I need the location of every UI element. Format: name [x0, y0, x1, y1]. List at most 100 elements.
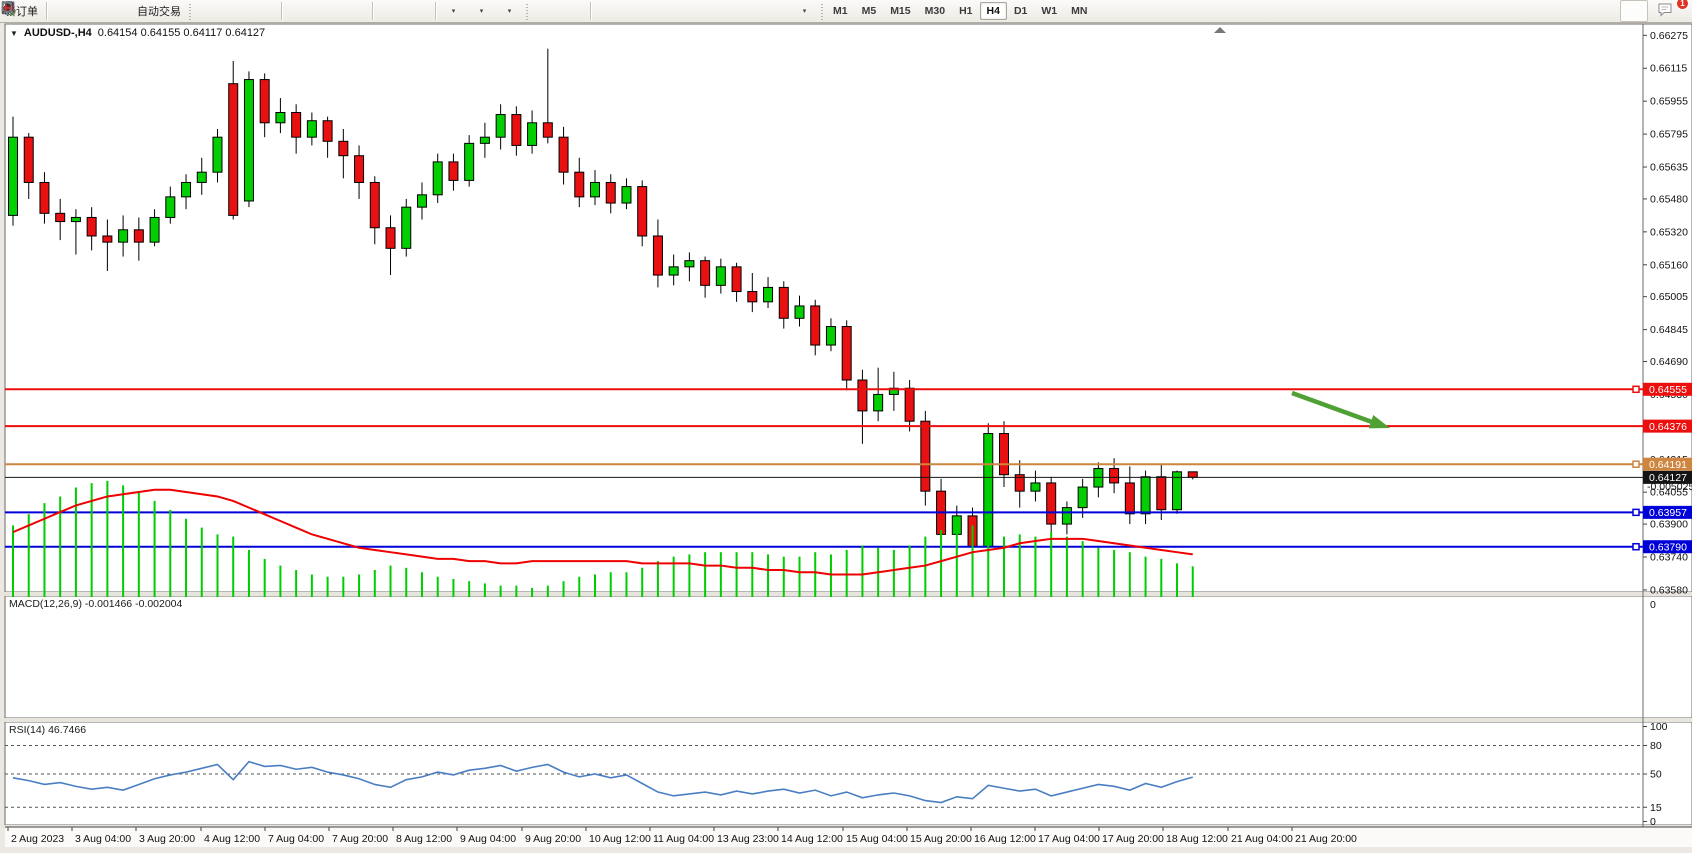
bear-candle: [904, 387, 915, 422]
indicators-button[interactable]: ▾: [2, 0, 467, 22]
bull-candle: [527, 122, 538, 146]
bull-candle: [763, 286, 774, 303]
bear-candle: [1124, 482, 1135, 515]
toolbar-separator: [590, 2, 591, 20]
timeframe-mn-button[interactable]: MN: [1071, 5, 1088, 17]
vertical-line-button[interactable]: [5, 0, 622, 22]
signals-button[interactable]: [2, 0, 134, 22]
auto-scroll-button[interactable]: [2, 0, 404, 22]
svg-text:0.63740: 0.63740: [1650, 552, 1688, 564]
symbol-period-label: AUDUSD-,H4: [23, 27, 92, 39]
price-tag-label: 0.64191: [1649, 459, 1687, 471]
autotrading-button[interactable]: 自动交易: [1, 0, 186, 22]
svg-text:0.65480: 0.65480: [1650, 193, 1688, 205]
bull-candle: [149, 216, 160, 243]
bar-chart-button[interactable]: [2, 0, 222, 22]
cursor-button[interactable]: [4, 0, 559, 22]
line-chart-button[interactable]: [1, 0, 278, 22]
line-handle[interactable]: [1632, 508, 1640, 517]
toolbar-grip[interactable]: [188, 2, 192, 20]
text-label-button[interactable]: T: [1, 0, 790, 22]
text-button[interactable]: A: [4, 0, 762, 22]
timeframe-m1-button[interactable]: M1: [833, 5, 848, 17]
chart-shift-button[interactable]: [2, 0, 432, 22]
time-axis[interactable]: 2 Aug 2023 3 Aug 04:00 3 Aug 20:00 4 Aug 12…: [5, 826, 1692, 845]
templates-button[interactable]: ▾: [2, 0, 523, 22]
timeframe-m30-button[interactable]: M30: [924, 5, 946, 17]
periods-button[interactable]: ▾: [1, 0, 495, 22]
metaeditor-button[interactable]: [2, 0, 78, 22]
macd-panel: [4, 595, 1692, 719]
bull-candle: [1140, 476, 1151, 515]
bull-candle: [275, 111, 286, 124]
svg-text:0.65160: 0.65160: [1650, 259, 1688, 271]
candlestick-chart-button[interactable]: [2, 0, 250, 22]
collapse-triangle-icon[interactable]: ▼: [10, 28, 18, 38]
timeframe-d1-button[interactable]: D1: [1013, 5, 1028, 17]
dropdown-caret-icon[interactable]: ▾: [507, 8, 512, 15]
bull-candle: [464, 142, 475, 181]
bear-candle: [542, 122, 553, 138]
quote-ohlc-label: 0.64154 0.64155 0.64117 0.64127: [97, 27, 266, 39]
time-axis-strip: [5, 827, 1692, 847]
fibonacci-button[interactable]: F: [2, 0, 734, 22]
bull-candle: [243, 79, 254, 202]
bull-candle: [70, 216, 81, 223]
panel-splitter[interactable]: [0, 718, 1692, 722]
svg-text:0: 0: [1650, 816, 1656, 828]
zoom-in-button[interactable]: [1, 0, 313, 22]
timeframe-h1-button[interactable]: H1: [959, 5, 973, 17]
timeframe-m15-button[interactable]: M15: [890, 5, 911, 17]
bear-candle: [228, 83, 239, 216]
timeframe-h4-button[interactable]: H4: [979, 2, 1007, 20]
bull-candle: [495, 114, 506, 138]
price-tag-label: 0.63957: [1649, 507, 1687, 519]
bear-candle: [637, 186, 648, 237]
svg-text:50: 50: [1650, 769, 1662, 781]
notifications-button[interactable]: 1: [1656, 0, 1689, 22]
bear-candle: [385, 227, 396, 249]
svg-text:0.65795: 0.65795: [1650, 129, 1688, 141]
autotrading-button-label: 自动交易: [137, 6, 181, 18]
price-tag-label: 0.64555: [1649, 384, 1687, 396]
dropdown-caret-icon[interactable]: ▾: [451, 8, 456, 15]
tile-windows-button[interactable]: [2, 0, 369, 22]
line-handle[interactable]: [1632, 385, 1640, 394]
arrows-button[interactable]: ▾: [2, 0, 818, 22]
time-axis-label: 11 Aug 04:00: [653, 833, 714, 845]
timeframe-m5-button[interactable]: M5: [861, 5, 877, 17]
bear-candle: [652, 235, 663, 276]
search-button[interactable]: [1, 0, 1648, 22]
svg-text:0.63900: 0.63900: [1650, 519, 1688, 531]
bear-candle: [1109, 468, 1120, 484]
svg-text:0.66275: 0.66275: [1650, 30, 1688, 42]
expert-advisor-button[interactable]: [1, 0, 106, 22]
svg-text:0.63580: 0.63580: [1650, 584, 1688, 596]
line-handle[interactable]: [1632, 460, 1640, 468]
toolbar-grip[interactable]: [525, 2, 529, 20]
dropdown-caret-icon[interactable]: ▾: [479, 8, 484, 15]
crosshair-button[interactable]: [2, 0, 587, 22]
chart-title-bar[interactable]: ▼ AUDUSD-,H4 0.64154 0.64155 0.64117 0.6…: [10, 27, 265, 39]
arrow-annotation[interactable]: [1291, 390, 1390, 429]
line-handle[interactable]: [1632, 542, 1640, 551]
chart-shift-marker[interactable]: [1214, 27, 1226, 33]
zoom-out-button[interactable]: [1, 0, 341, 22]
time-axis-label: 10 Aug 12:00: [589, 833, 651, 845]
bull-candle: [118, 229, 129, 243]
horizontal-line-button[interactable]: [2, 0, 650, 22]
bull-candle: [196, 171, 207, 183]
trendline-button[interactable]: [1, 0, 678, 22]
dropdown-caret-icon[interactable]: ▾: [802, 8, 807, 15]
bull-candle: [951, 515, 962, 535]
timeframe-w1-button[interactable]: W1: [1041, 5, 1058, 17]
toolbar-separator: [46, 2, 47, 20]
panel-splitter[interactable]: [0, 825, 1692, 827]
toolbar-grip[interactable]: [820, 2, 824, 20]
bear-candle: [700, 260, 711, 286]
equidistant-channel-button[interactable]: E: [1, 0, 706, 22]
bear-candle: [558, 136, 569, 173]
